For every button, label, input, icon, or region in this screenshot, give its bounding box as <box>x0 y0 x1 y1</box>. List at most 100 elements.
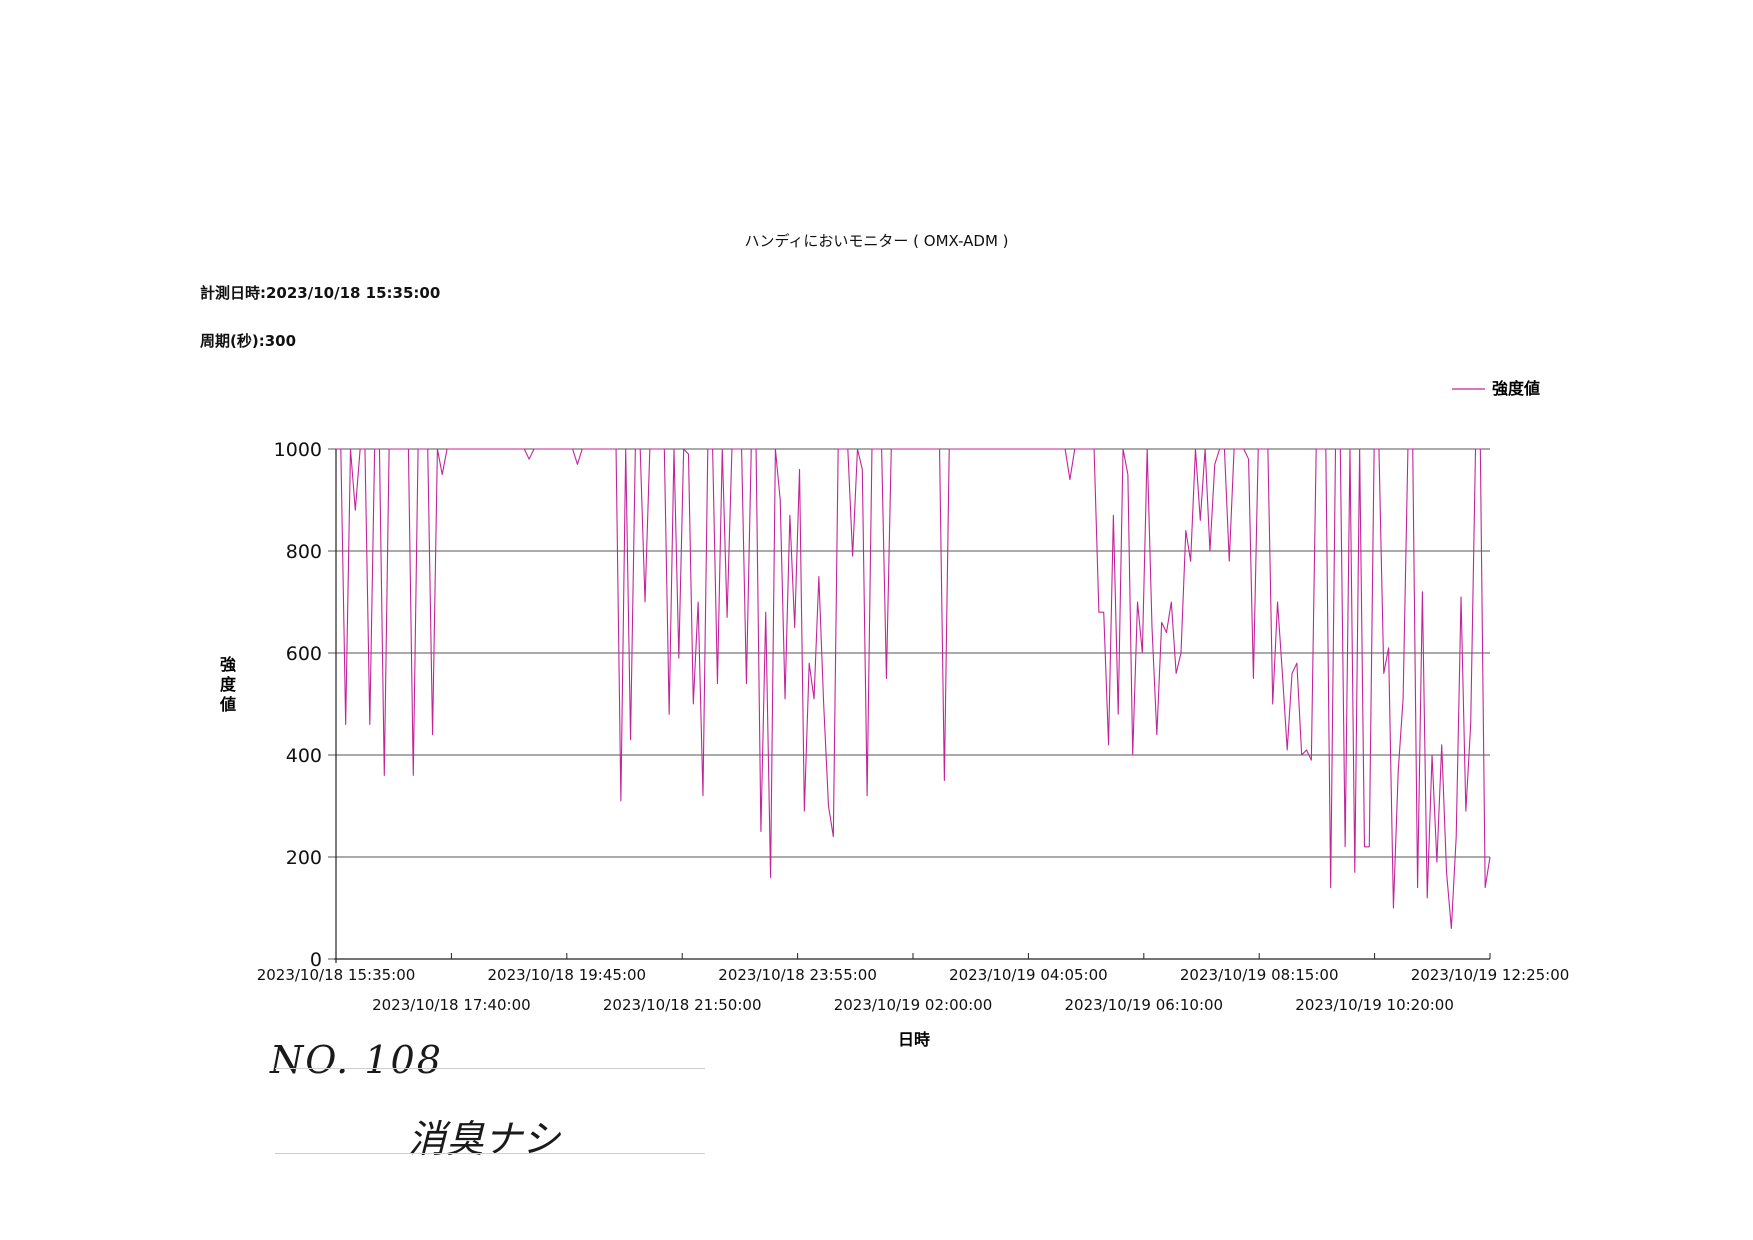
data-point <box>1214 464 1215 465</box>
data-point <box>794 627 795 628</box>
measure-datetime: 計測日時:2023/10/18 15:35:00 <box>200 284 441 302</box>
grid-lines <box>328 448 1490 960</box>
x-tick-label: 2023/10/19 06:10:00 <box>1065 996 1224 1014</box>
data-point <box>514 448 515 449</box>
legend: 強度値 <box>1452 379 1540 398</box>
data-point <box>596 448 597 449</box>
data-point <box>775 448 776 449</box>
data-point <box>1122 448 1123 449</box>
data-point <box>997 448 998 449</box>
data-point <box>910 448 911 449</box>
data-point <box>524 448 525 449</box>
data-point <box>480 448 481 449</box>
data-point <box>673 448 674 449</box>
data-point <box>1330 887 1331 888</box>
data-point <box>746 683 747 684</box>
measure-period: 周期(秒):300 <box>200 332 297 350</box>
data-point <box>688 454 689 455</box>
data-point <box>615 448 616 449</box>
data-point <box>1451 928 1452 929</box>
data-point <box>1069 479 1070 480</box>
data-point <box>1407 448 1408 449</box>
data-point <box>1349 448 1350 449</box>
data-point <box>461 448 462 449</box>
data-point <box>978 448 979 449</box>
series-line <box>336 448 1491 929</box>
data-point <box>1050 448 1051 449</box>
data-point <box>1282 673 1283 674</box>
data-point <box>1185 530 1186 531</box>
data-point <box>620 800 621 801</box>
data-point <box>664 448 665 449</box>
data-point <box>881 448 882 449</box>
data-point <box>500 448 501 449</box>
data-point <box>1002 448 1003 449</box>
data-point <box>1258 448 1259 449</box>
x-tick-label: 2023/10/19 04:05:00 <box>949 966 1108 984</box>
data-point <box>867 795 868 796</box>
data-point <box>1093 448 1094 449</box>
data-point <box>1441 744 1442 745</box>
data-point <box>1137 601 1138 602</box>
data-point <box>717 683 718 684</box>
data-point <box>630 739 631 740</box>
data-point <box>987 448 988 449</box>
data-point <box>862 469 863 470</box>
data-point <box>963 448 964 449</box>
data-point <box>1132 754 1133 755</box>
data-point <box>654 448 655 449</box>
data-point <box>408 448 409 449</box>
data-point <box>1262 448 1263 449</box>
data-point <box>1354 872 1355 873</box>
y-axis-label: 強度値 <box>219 655 237 714</box>
data-point <box>896 448 897 449</box>
data-point <box>741 448 742 449</box>
axes <box>334 449 1491 963</box>
data-point <box>1026 448 1027 449</box>
data-point <box>1180 652 1181 653</box>
data-point <box>364 448 365 449</box>
data-point <box>553 448 554 449</box>
data-point <box>1161 622 1162 623</box>
data-point <box>1287 749 1288 750</box>
data-point <box>1224 448 1225 449</box>
data-point <box>1267 448 1268 449</box>
data-point <box>809 663 810 664</box>
data-point <box>905 448 906 449</box>
data-point <box>1475 448 1476 449</box>
data-point <box>1398 770 1399 771</box>
data-point <box>707 448 708 449</box>
x-tick-label: 2023/10/18 21:50:00 <box>603 996 762 1014</box>
data-point <box>992 448 993 449</box>
data-point <box>1480 448 1481 449</box>
data-point <box>582 448 583 449</box>
data-point <box>422 448 423 449</box>
data-point <box>355 510 356 511</box>
data-point <box>1238 448 1239 449</box>
data-point <box>1422 591 1423 592</box>
data-point <box>968 448 969 449</box>
data-point <box>1016 448 1017 449</box>
data-point <box>572 448 573 449</box>
data-point <box>1316 448 1317 449</box>
data-point <box>823 703 824 704</box>
data-point <box>1021 448 1022 449</box>
data-point <box>702 795 703 796</box>
data-point <box>591 448 592 449</box>
data-point <box>915 448 916 449</box>
data-point <box>1103 612 1104 613</box>
data-point <box>852 556 853 557</box>
data-point <box>1388 647 1389 648</box>
data-point <box>722 448 723 449</box>
data-point <box>1402 698 1403 699</box>
data-point <box>818 576 819 577</box>
data-point <box>446 448 447 449</box>
data-point <box>1209 550 1210 551</box>
data-point <box>1340 448 1341 449</box>
data-point <box>838 448 839 449</box>
data-point <box>567 448 568 449</box>
data-point <box>1195 448 1196 449</box>
data-point <box>1147 448 1148 449</box>
data-point <box>1291 673 1292 674</box>
data-point <box>644 601 645 602</box>
